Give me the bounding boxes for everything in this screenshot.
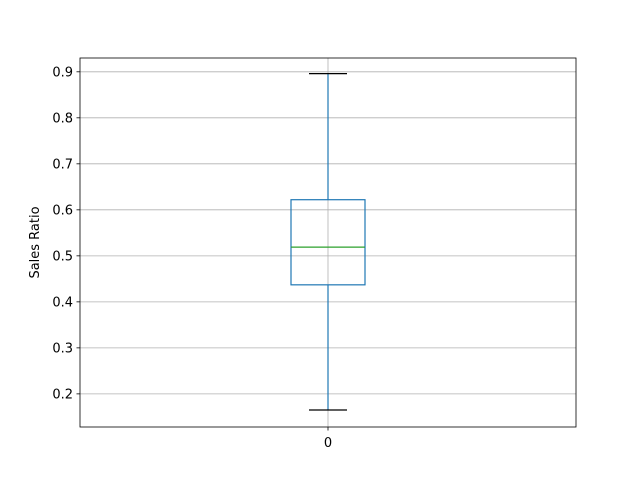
y-tick-label: 0.8 [52,111,73,126]
y-tick-label: 0.9 [52,65,73,80]
y-tick-label: 0.3 [52,341,73,356]
box-iqr [290,199,366,286]
axes-frame [79,57,577,428]
y-tick-label: 0.2 [52,387,73,402]
y-tick-label: 0.7 [52,157,73,172]
x-tick-label: 0 [324,436,332,451]
y-tick-label: 0.5 [52,249,73,264]
y-axis-label: Sales Ratio [28,206,43,278]
y-tick-label: 0.4 [52,295,73,310]
y-tick-label: 0.6 [52,203,73,218]
